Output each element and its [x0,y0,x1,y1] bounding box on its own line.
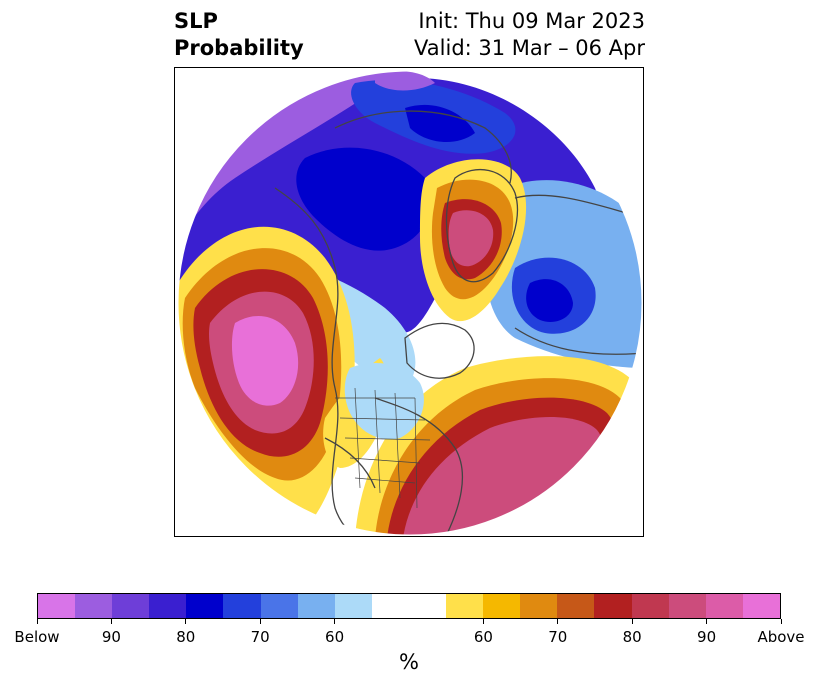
valid-range: Valid: 31 Mar – 06 Apr [414,36,645,60]
colorbar-tick-label: 80 [176,628,196,646]
coastlines [274,110,642,535]
colorbar [37,593,781,619]
below-europe-core [526,279,573,323]
map-panel [174,67,644,537]
colorbar-segment [446,594,484,618]
colorbar-tick [706,619,708,624]
variable-label: SLP [174,9,218,33]
colorbar-segment [186,594,224,618]
colorbar-segment [557,594,595,618]
colorbar-tick-label: Above [757,628,805,646]
colorbar-tick [482,619,484,624]
colorbar-segment [149,594,187,618]
colorbar-tick-label: 80 [622,628,642,646]
colorbar-segment [371,594,447,618]
colorbar-segment [334,594,372,618]
colorbar-tick-label: 70 [250,628,270,646]
above-greenland-core [448,210,494,267]
colorbar-segment [112,594,150,618]
colorbar-tick [780,619,782,624]
colorbar-tick-label: 70 [548,628,568,646]
colorbar-segment [223,594,261,618]
colorbar-tick-label: 90 [101,628,121,646]
below-core-purple [375,71,435,91]
colorbar-tick-label: 60 [473,628,493,646]
colorbar-unit: % [399,650,419,674]
colorbar-tick [185,619,187,624]
colorbar-segment [742,594,780,618]
colorbar-tick [259,619,261,624]
colorbar-tick-label: 60 [325,628,345,646]
product-label: Probability [174,36,304,60]
below-core-canada [296,147,431,251]
below-core-deepblue [405,104,475,143]
colorbar-segment [38,594,76,618]
colorbar-tick [36,619,38,624]
colorbar-segment [520,594,558,618]
colorbar-segment [631,594,669,618]
state-borders [335,387,431,509]
colorbar-tick-label: Below [14,628,60,646]
colorbar-segment [705,594,743,618]
colorbar-tick-label: 90 [697,628,717,646]
colorbar-tick [631,619,633,624]
colorbar-segment [594,594,632,618]
colorbar-segment [668,594,706,618]
colorbar-tick [334,619,336,624]
map-title: SLP Probability [174,8,304,62]
colorbar-tick [110,619,112,624]
colorbar-segment [483,594,521,618]
colorbar-segment [75,594,113,618]
colorbar-tick [557,619,559,624]
above-pacific-core [231,315,299,406]
date-info: Init: Thu 09 Mar 2023 Valid: 31 Mar – 06… [414,8,645,62]
init-date: Init: Thu 09 Mar 2023 [418,9,645,33]
polar-map [177,70,643,536]
colorbar-segment [297,594,335,618]
colorbar-segment [260,594,298,618]
